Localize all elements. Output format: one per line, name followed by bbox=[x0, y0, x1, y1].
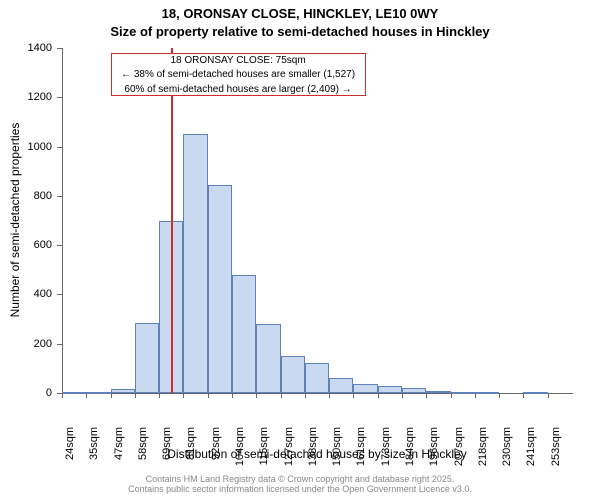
x-tick-label: 104sqm bbox=[234, 427, 246, 477]
histogram-bar bbox=[426, 391, 450, 393]
x-tick-label: 35sqm bbox=[88, 427, 100, 477]
x-tick-mark bbox=[62, 393, 63, 398]
histogram-bar bbox=[523, 392, 547, 394]
x-tick-mark bbox=[86, 393, 87, 398]
x-tick-mark bbox=[232, 393, 233, 398]
y-tick-label: 1000 bbox=[0, 141, 52, 153]
x-tick-mark bbox=[426, 393, 427, 398]
x-tick-label: 196sqm bbox=[428, 427, 440, 477]
y-axis-label: Number of semi-detached properties bbox=[8, 70, 22, 370]
x-tick-mark bbox=[135, 393, 136, 398]
x-tick-mark bbox=[159, 393, 160, 398]
footer-line2: Contains public sector information licen… bbox=[0, 484, 600, 494]
histogram-bar bbox=[475, 392, 499, 394]
histogram-bar bbox=[86, 392, 110, 394]
annotation-line: ← 38% of semi-detached houses are smalle… bbox=[112, 68, 365, 82]
y-tick-label: 600 bbox=[0, 239, 52, 251]
x-tick-mark bbox=[402, 393, 403, 398]
x-tick-label: 184sqm bbox=[404, 427, 416, 477]
histogram-bar bbox=[256, 324, 280, 393]
histogram-bar bbox=[378, 386, 402, 393]
y-tick-label: 1400 bbox=[0, 42, 52, 54]
x-tick-label: 69sqm bbox=[161, 427, 173, 477]
y-tick-mark bbox=[57, 147, 62, 148]
x-tick-mark bbox=[256, 393, 257, 398]
chart-footer: Contains HM Land Registry data © Crown c… bbox=[0, 474, 600, 494]
x-tick-label: 207sqm bbox=[453, 427, 465, 477]
x-tick-label: 81sqm bbox=[185, 427, 197, 477]
histogram-bar bbox=[62, 392, 86, 394]
y-tick-mark bbox=[57, 294, 62, 295]
histogram-bar bbox=[451, 392, 475, 394]
histogram-bar bbox=[305, 363, 329, 393]
x-tick-mark bbox=[451, 393, 452, 398]
x-tick-mark bbox=[523, 393, 524, 398]
chart-title-line2: Size of property relative to semi-detach… bbox=[0, 24, 600, 39]
x-tick-label: 218sqm bbox=[477, 427, 489, 477]
x-tick-mark bbox=[499, 393, 500, 398]
x-tick-mark bbox=[208, 393, 209, 398]
histogram-bar bbox=[402, 388, 426, 393]
x-tick-label: 47sqm bbox=[113, 427, 125, 477]
x-tick-mark bbox=[378, 393, 379, 398]
x-tick-mark bbox=[353, 393, 354, 398]
histogram-bar bbox=[329, 378, 353, 393]
x-tick-mark bbox=[475, 393, 476, 398]
x-tick-mark bbox=[548, 393, 549, 398]
histogram-bar bbox=[111, 389, 135, 393]
histogram-bar bbox=[281, 356, 305, 393]
x-tick-mark bbox=[111, 393, 112, 398]
x-tick-label: 115sqm bbox=[258, 427, 270, 477]
histogram-bar bbox=[135, 323, 159, 393]
y-tick-label: 400 bbox=[0, 288, 52, 300]
x-tick-label: 241sqm bbox=[525, 427, 537, 477]
y-tick-mark bbox=[57, 245, 62, 246]
histogram-bar bbox=[353, 384, 377, 393]
x-tick-label: 24sqm bbox=[64, 427, 76, 477]
annotation-box: 18 ORONSAY CLOSE: 75sqm← 38% of semi-det… bbox=[111, 53, 366, 96]
x-tick-label: 58sqm bbox=[137, 427, 149, 477]
histogram-bar bbox=[232, 275, 256, 393]
y-tick-label: 200 bbox=[0, 338, 52, 350]
y-tick-mark bbox=[57, 344, 62, 345]
x-tick-label: 92sqm bbox=[210, 427, 222, 477]
reference-line bbox=[171, 48, 173, 393]
x-tick-label: 173sqm bbox=[380, 427, 392, 477]
chart-title-line1: 18, ORONSAY CLOSE, HINCKLEY, LE10 0WY bbox=[0, 6, 600, 21]
x-tick-label: 253sqm bbox=[550, 427, 562, 477]
y-tick-label: 1200 bbox=[0, 91, 52, 103]
annotation-line: 60% of semi-detached houses are larger (… bbox=[112, 83, 365, 97]
x-tick-label: 230sqm bbox=[501, 427, 513, 477]
x-tick-label: 150sqm bbox=[331, 427, 343, 477]
y-tick-label: 0 bbox=[0, 387, 52, 399]
x-tick-mark bbox=[329, 393, 330, 398]
histogram-bar bbox=[183, 134, 207, 393]
x-tick-mark bbox=[281, 393, 282, 398]
x-tick-mark bbox=[183, 393, 184, 398]
y-tick-mark bbox=[57, 97, 62, 98]
x-tick-label: 127sqm bbox=[283, 427, 295, 477]
x-tick-mark bbox=[305, 393, 306, 398]
x-tick-label: 138sqm bbox=[307, 427, 319, 477]
y-tick-label: 800 bbox=[0, 190, 52, 202]
annotation-line: 18 ORONSAY CLOSE: 75sqm bbox=[112, 54, 365, 68]
y-tick-mark bbox=[57, 196, 62, 197]
histogram-bar bbox=[208, 185, 232, 393]
x-tick-label: 161sqm bbox=[355, 427, 367, 477]
y-tick-mark bbox=[57, 48, 62, 49]
